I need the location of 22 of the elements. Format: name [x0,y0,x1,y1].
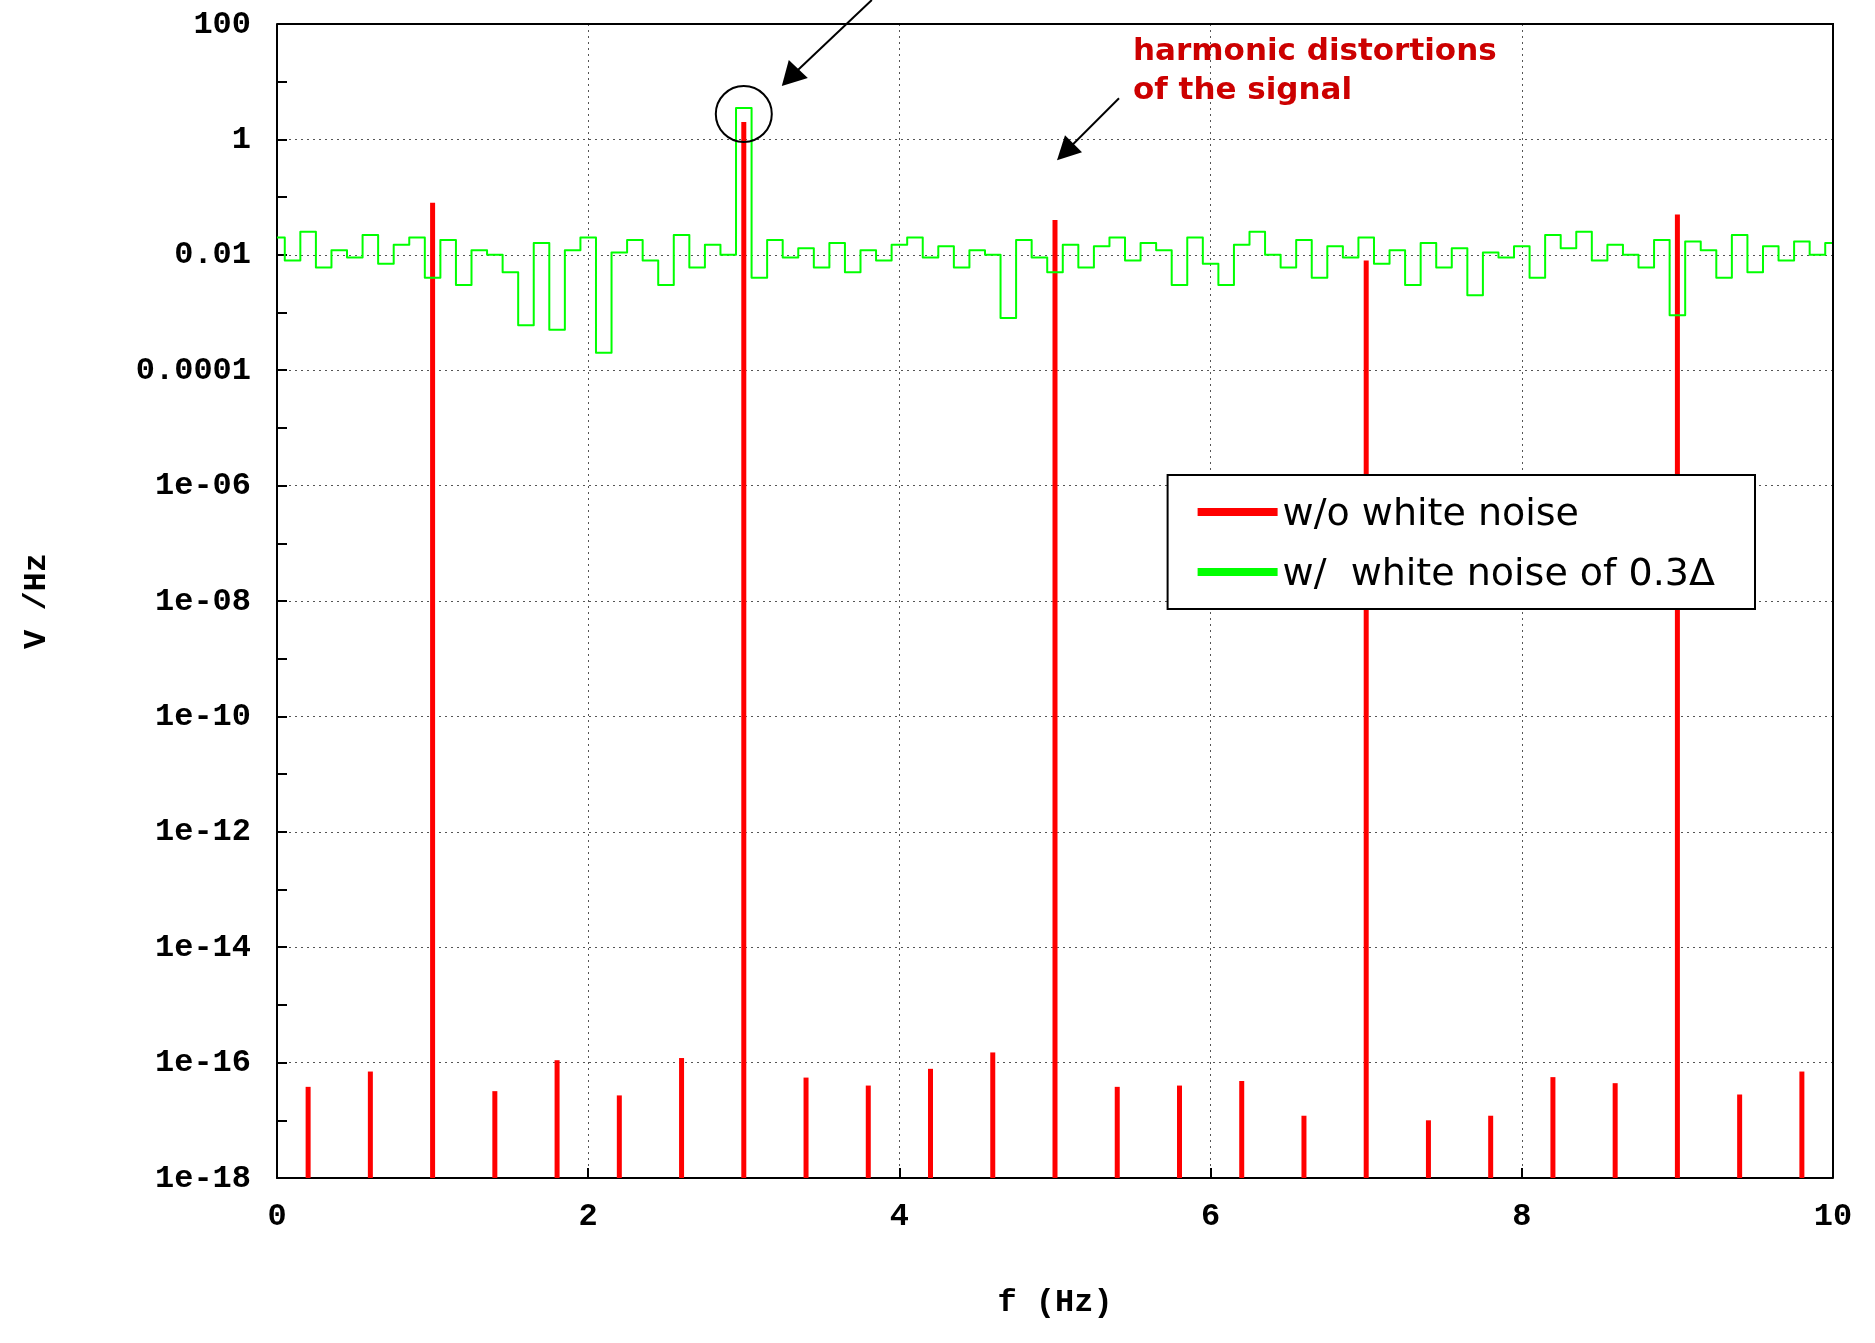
annotation: harmonic distortions of the signal [1133,31,1497,107]
y-tick-label: 0.0001 [135,351,251,389]
x-tick-label: 10 [1813,1197,1853,1235]
y-tick-label: 1e-10 [154,697,251,735]
y-tick-label: 1e-18 [154,1159,251,1197]
x-tick-label: 0 [267,1197,287,1235]
y-axis-title: V /Hz [17,552,55,650]
y-tick-label: 1e-08 [154,582,251,620]
x-tick-label: 2 [578,1197,598,1235]
y-tick-label: 1e-06 [154,467,251,505]
x-tick-label: 4 [889,1197,909,1235]
y-tick-label: 100 [193,5,251,43]
y-tick-label: 1e-16 [154,1044,251,1082]
x-tick-label: 8 [1512,1197,1532,1235]
y-tick-label: 1e-12 [154,813,251,851]
y-tick-label: 0.01 [174,236,251,274]
y-tick-label: 1e-14 [154,928,251,966]
x-tick-label: 6 [1201,1197,1221,1235]
x-axis-title: f (Hz) [997,1283,1113,1321]
legend-label: w/o white noise [1282,490,1579,534]
y-tick-label: 1 [231,120,251,158]
legend-label: w/ white noise of 0.3Δ [1282,550,1716,594]
